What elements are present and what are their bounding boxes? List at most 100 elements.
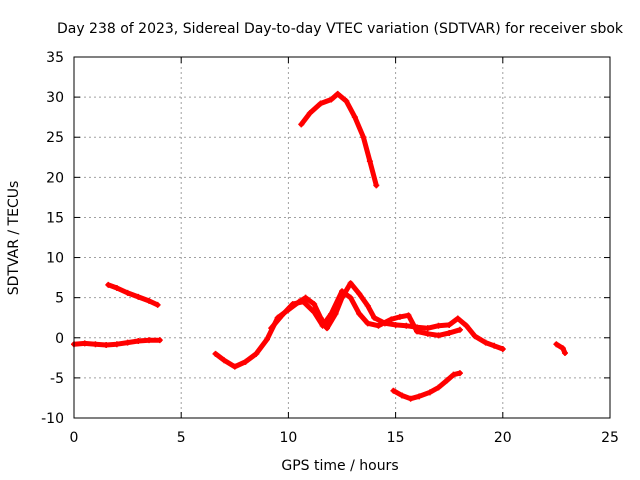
data-point — [399, 392, 406, 399]
series-arc-1 — [71, 337, 163, 348]
data-point — [553, 341, 560, 348]
data-point — [253, 350, 260, 357]
data-point — [499, 346, 506, 353]
data-point — [405, 312, 412, 319]
data-point — [221, 357, 228, 364]
data-point — [278, 312, 285, 319]
data-point — [268, 325, 275, 332]
series-trace — [298, 91, 379, 188]
data-point — [375, 322, 382, 329]
y-tick-label: -5 — [50, 371, 64, 387]
data-point — [105, 281, 112, 288]
data-point — [444, 377, 451, 384]
data-point — [426, 389, 433, 396]
data-point — [356, 310, 363, 317]
x-tick-label: 0 — [70, 430, 79, 446]
y-tick-label: 10 — [46, 251, 64, 267]
data-point — [463, 322, 470, 329]
y-tick-label: 35 — [46, 50, 64, 66]
x-tick-label: 10 — [279, 430, 297, 446]
data-point — [356, 290, 363, 297]
data-point — [306, 110, 313, 117]
data-point — [81, 340, 88, 347]
x-tick-label: 25 — [601, 430, 619, 446]
data-point — [317, 100, 324, 107]
data-point — [242, 358, 249, 365]
data-point — [456, 370, 463, 377]
data-point — [390, 387, 397, 394]
data-point — [446, 321, 453, 328]
data-point — [561, 350, 568, 357]
data-point — [334, 90, 341, 97]
data-point — [435, 384, 442, 391]
x-axis-label: GPS time / hours — [281, 458, 398, 474]
data-point — [328, 310, 335, 317]
data-point — [366, 158, 373, 165]
x-tick-label: 20 — [494, 430, 512, 446]
data-point — [392, 321, 399, 328]
data-point — [347, 294, 354, 301]
data-point — [113, 285, 120, 292]
data-point — [347, 280, 354, 287]
data-point — [343, 98, 350, 105]
grid-lines — [74, 57, 610, 418]
data-point — [328, 96, 335, 103]
data-point — [482, 339, 489, 346]
data-point — [424, 330, 431, 337]
data-point — [339, 288, 345, 295]
data-point — [319, 322, 326, 329]
data-point — [364, 320, 371, 327]
data-point — [311, 309, 318, 316]
data-point — [351, 114, 358, 121]
data-point — [113, 341, 120, 348]
data-point — [124, 339, 131, 346]
data-point — [373, 182, 380, 189]
data-point — [156, 337, 163, 344]
data-point — [135, 293, 142, 300]
series-arc-3 — [212, 280, 506, 370]
data-point — [92, 341, 99, 348]
data-point — [396, 313, 403, 320]
data-point — [388, 316, 395, 323]
data-point — [311, 301, 318, 308]
data-point — [263, 336, 270, 343]
data-point — [456, 326, 463, 333]
data-point — [454, 315, 461, 322]
y-tick-label: 15 — [46, 210, 64, 226]
series-arc-4 — [268, 288, 463, 339]
data-point — [135, 337, 142, 344]
data-point — [414, 328, 421, 335]
x-tick-label: 5 — [177, 430, 186, 446]
data-point — [212, 350, 219, 357]
chart-title: Day 238 of 2023, Sidereal Day-to-day VTE… — [57, 21, 624, 37]
plot-frame — [73, 56, 611, 419]
series-trace — [213, 280, 506, 370]
data-point — [435, 322, 442, 329]
data-point — [450, 371, 457, 378]
y-tick-label: 0 — [55, 331, 64, 347]
data-point — [302, 294, 309, 301]
data-point — [231, 363, 238, 370]
data-point — [424, 325, 431, 332]
data-point — [471, 333, 478, 340]
data-point — [289, 301, 296, 308]
y-axis-label: SDTVAR / TECUs — [6, 181, 22, 296]
y-tick-label: 30 — [46, 90, 64, 106]
data-point — [416, 393, 423, 400]
data-series — [71, 90, 568, 402]
data-point — [103, 341, 110, 348]
data-point — [371, 314, 378, 321]
data-point — [146, 297, 153, 304]
axis-ticks: 0 5 10 15 20 25 -10 -5 0 5 10 15 20 25 30 35 — [41, 50, 619, 446]
data-point — [435, 332, 442, 339]
y-tick-label: 20 — [46, 170, 64, 186]
data-point — [300, 298, 307, 305]
y-tick-label: 25 — [46, 130, 64, 146]
data-point — [403, 322, 410, 329]
data-point — [298, 121, 305, 128]
series-arc-7 — [553, 341, 568, 357]
data-point — [323, 325, 330, 332]
series-arc-2 — [105, 281, 161, 308]
data-point — [559, 345, 566, 352]
